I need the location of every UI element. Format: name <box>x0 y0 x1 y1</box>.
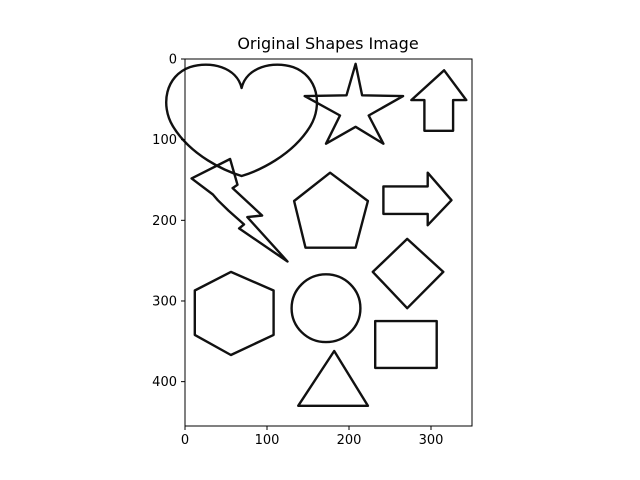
rectangle-shape <box>374 319 438 370</box>
x-axis-ticks: 0 100 200 300 <box>181 426 444 448</box>
y-tick-label: 200 <box>152 214 177 229</box>
plot-frame <box>184 58 473 427</box>
shapes-layer <box>165 62 468 407</box>
y-axis-ticks: 0 100 200 300 400 <box>152 53 185 390</box>
x-tick-label: 300 <box>419 433 444 448</box>
y-tick-label: 0 <box>169 53 177 68</box>
pentagon-shape <box>292 171 370 249</box>
plot-background <box>185 59 472 426</box>
chart-title: Original Shapes Image <box>237 34 418 53</box>
star-shape <box>303 62 405 145</box>
x-tick-label: 0 <box>181 433 189 448</box>
diamond-shape <box>371 237 445 310</box>
up-arrow-shape <box>410 69 468 133</box>
lightning-bolt-shape <box>190 157 289 263</box>
y-tick-label: 400 <box>152 375 177 390</box>
heart-shape <box>165 63 319 178</box>
circle-shape <box>290 273 362 344</box>
x-tick-label: 200 <box>337 433 362 448</box>
x-tick-label: 100 <box>255 433 280 448</box>
y-tick-label: 100 <box>152 133 177 148</box>
hexagon-shape <box>193 270 275 357</box>
triangle-shape <box>297 349 370 407</box>
y-tick-label: 300 <box>152 294 177 309</box>
right-arrow-shape <box>382 171 453 227</box>
